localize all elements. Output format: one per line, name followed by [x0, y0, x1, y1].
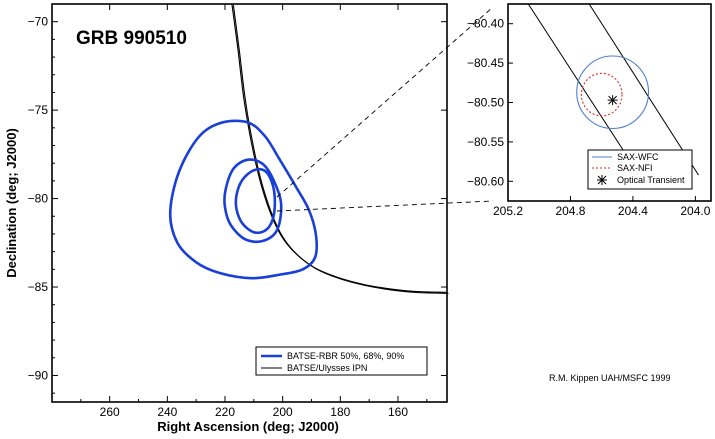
- inset-y-tick-label: −80.40: [467, 17, 504, 31]
- ipn-annulus-edge-b: [232, 5, 449, 294]
- inset-axis-ticks: 205.2 204.8 204.4 204.0 −80.40 −80.45 −80.50 −8…: [467, 17, 711, 218]
- main-x-tick-label: 220: [215, 405, 235, 419]
- inset-y-tick-label: −80.45: [467, 56, 504, 70]
- main-y-tick-label: −70: [28, 15, 49, 29]
- batse-contour-50: [234, 167, 277, 235]
- main-y-tick-label: −75: [28, 103, 49, 117]
- legend-label-wfc: SAX-WFC: [617, 152, 659, 162]
- legend-label-batse: BATSE-RBR 50%, 68%, 90%: [287, 351, 404, 361]
- inset-x-tick-label: 204.4: [618, 204, 648, 218]
- legend-swatch-ot: [597, 175, 607, 185]
- main-x-tick-label: 240: [157, 405, 177, 419]
- inset-y-tick-label: −80.50: [467, 96, 504, 110]
- inset-x-tick-label: 205.2: [493, 204, 523, 218]
- main-y-tick-label: −90: [28, 368, 49, 382]
- legend-label-ipn: BATSE/Ulysses IPN: [287, 363, 367, 373]
- ipn-annulus: [231, 3, 449, 294]
- batse-contour-68: [223, 158, 283, 244]
- main-y-tick-label: −85: [28, 280, 49, 294]
- inset-y-tick-label: −80.60: [467, 174, 504, 188]
- main-plot: 260 240 220 200 180 160 −70 −75 −80 −85 −90 GRB 99…: [4, 3, 449, 434]
- credit-text: R.M. Kippen UAH/MSFC 1999: [549, 373, 671, 383]
- legend-label-ot: Optical Transient: [617, 175, 685, 185]
- sax-wfc-circle: [576, 55, 650, 130]
- ipn-annulus-edge-a: [231, 3, 448, 293]
- optical-transient-marker: [607, 95, 618, 106]
- main-x-tick-label: 200: [273, 405, 293, 419]
- inset-marks: [527, 4, 699, 190]
- inset-legend: SAX-WFC SAX-NFI Optical Transient: [587, 149, 693, 190]
- main-legend-box: [255, 346, 428, 376]
- zoom-connector-bottom: [276, 200, 494, 212]
- zoom-connector-top: [276, 6, 494, 198]
- legend-label-nfi: SAX-NFI: [617, 163, 653, 173]
- main-x-tick-label: 260: [100, 405, 120, 419]
- inset-ipn-line: [588, 4, 699, 176]
- main-y-tick-label: −80: [28, 192, 49, 206]
- main-legend: BATSE-RBR 50%, 68%, 90% BATSE/Ulysses IP…: [255, 346, 428, 376]
- y-axis-title: Declination (deg; J2000): [4, 128, 19, 278]
- main-plot-frame: [51, 3, 448, 403]
- batse-contours: [168, 119, 319, 280]
- main-x-tick-label: 180: [330, 405, 350, 419]
- inset-plot: 205.2 204.8 204.4 204.0 −80.40 −80.45 −80.50 −8…: [467, 3, 712, 218]
- zoom-connectors: [276, 6, 494, 212]
- main-axis-ticks: 260 240 220 200 180 160 −70 −75 −80 −85 −90: [28, 4, 447, 419]
- inset-x-tick-label: 204.8: [555, 204, 585, 218]
- batse-contour-90: [168, 119, 319, 280]
- inset-x-tick-label: 204.0: [680, 204, 710, 218]
- main-x-tick-label: 160: [388, 405, 408, 419]
- sax-nfi-circle: [580, 72, 623, 117]
- x-axis-title: Right Ascension (deg; J2000): [157, 419, 339, 434]
- inset-plot-area: [527, 4, 699, 190]
- chart-title: GRB 990510: [76, 28, 187, 49]
- inset-y-tick-label: −80.55: [467, 135, 504, 149]
